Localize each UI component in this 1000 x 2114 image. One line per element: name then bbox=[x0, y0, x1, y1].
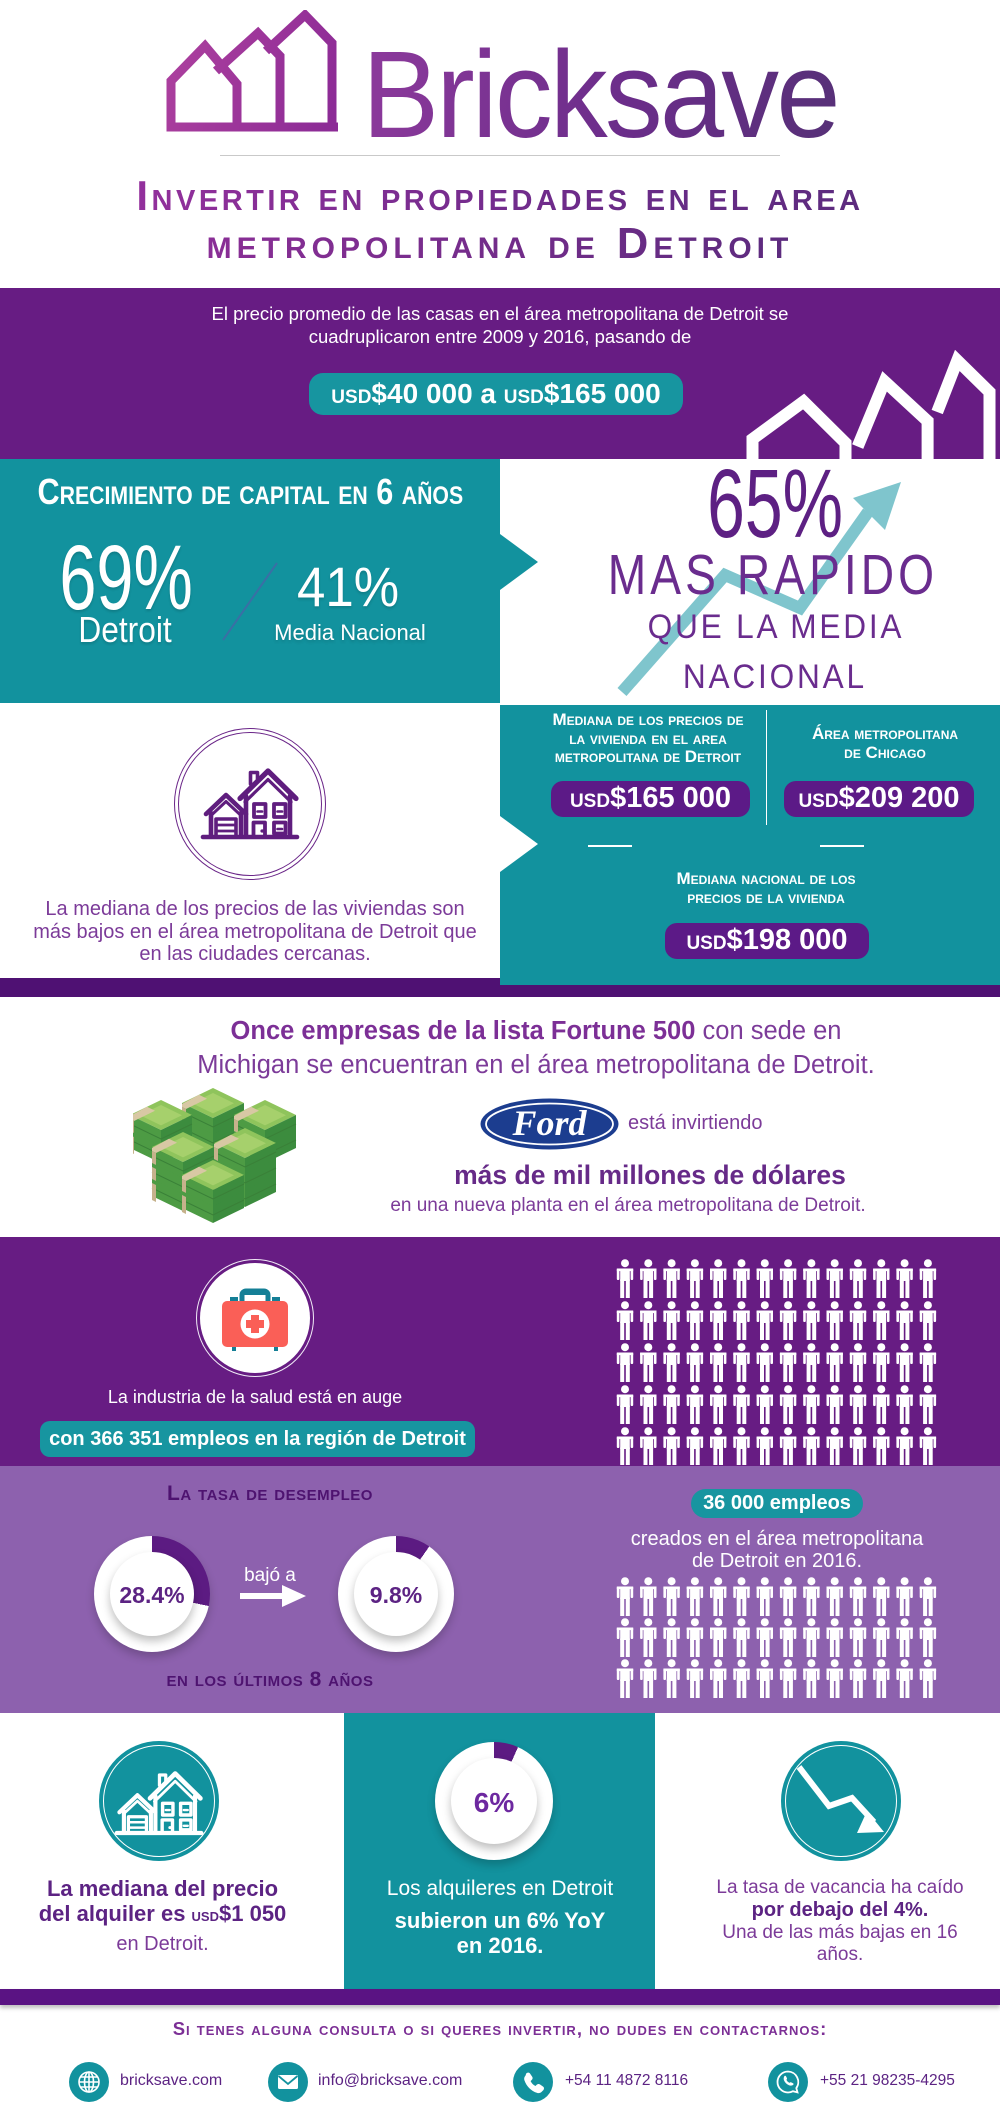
svg-text:Ford: Ford bbox=[511, 1103, 587, 1143]
